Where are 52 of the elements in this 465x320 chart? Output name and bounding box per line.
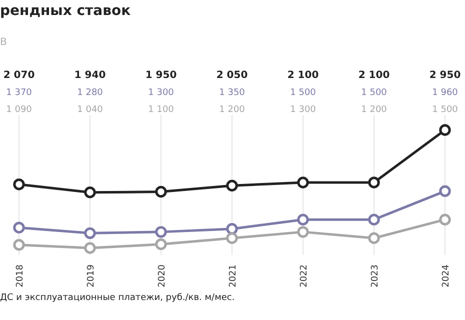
point bbox=[368, 214, 380, 226]
data-label: 1 500 bbox=[290, 88, 316, 98]
data-label: 1 280 bbox=[77, 88, 104, 98]
x-tick-label: 2021 bbox=[228, 264, 238, 288]
data-label: 1 350 bbox=[219, 88, 246, 98]
data-label: 1 040 bbox=[77, 105, 104, 115]
x-tick-label: 2018 bbox=[16, 264, 26, 288]
point bbox=[155, 238, 167, 250]
point bbox=[84, 242, 96, 254]
point bbox=[297, 176, 309, 188]
data-label: 1 370 bbox=[6, 88, 32, 98]
point bbox=[368, 176, 380, 188]
point bbox=[226, 232, 238, 244]
text: ДС и эксплуатационные платежи, руб./кв. м/мес. bbox=[0, 293, 235, 303]
data-label: 2 100 bbox=[358, 70, 390, 81]
chart-title: рендных ставок bbox=[0, 3, 132, 19]
point bbox=[13, 239, 25, 251]
x-tick-label: 2019 bbox=[86, 264, 96, 288]
chart-subtitle: В bbox=[0, 37, 7, 48]
data-label: 1 090 bbox=[6, 105, 32, 115]
data-label: 1 960 bbox=[432, 88, 458, 98]
data-label: 1 100 bbox=[148, 105, 174, 115]
data-label: 1 200 bbox=[219, 105, 246, 115]
point bbox=[13, 222, 25, 234]
point bbox=[368, 232, 380, 244]
data-label: 1 300 bbox=[290, 105, 316, 115]
data-label: 2 070 bbox=[3, 70, 35, 81]
point bbox=[439, 214, 451, 226]
point bbox=[439, 124, 451, 136]
point bbox=[226, 222, 238, 235]
data-label: 2 100 bbox=[287, 70, 319, 81]
point bbox=[226, 180, 238, 192]
point bbox=[155, 226, 167, 238]
point bbox=[297, 226, 309, 238]
data-label: 1 940 bbox=[74, 70, 106, 81]
x-tick-label: 2022 bbox=[300, 264, 310, 288]
point bbox=[84, 227, 96, 240]
point bbox=[439, 185, 451, 198]
data-label: 1 500 bbox=[361, 88, 388, 98]
data-label: 1 950 bbox=[145, 70, 177, 81]
x-tick-label: 2023 bbox=[370, 264, 380, 288]
point bbox=[84, 186, 96, 198]
data-label: 1 300 bbox=[148, 88, 174, 98]
data-label: 2 950 bbox=[429, 70, 461, 81]
x-tick-label: 2020 bbox=[158, 264, 168, 288]
point bbox=[297, 214, 309, 226]
data-label: 1 200 bbox=[361, 105, 388, 115]
data-label: 2 050 bbox=[216, 70, 248, 81]
point bbox=[13, 178, 25, 190]
point bbox=[155, 186, 167, 198]
data-label: 1 500 bbox=[432, 105, 458, 115]
x-tick-label: 2024 bbox=[442, 264, 452, 288]
